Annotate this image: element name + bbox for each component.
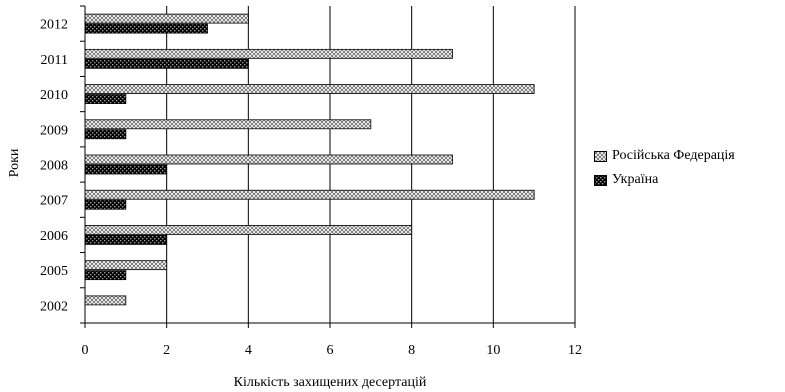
y-tick-label-2005: 2005 (40, 264, 68, 279)
y-tick-label-2012: 2012 (40, 18, 68, 33)
bars (84, 13, 535, 306)
bar-russian-federation-2007 (84, 189, 535, 200)
legend-swatch-ukraine (594, 174, 607, 186)
bar-ukraine-2006 (84, 235, 168, 245)
bar-russian-federation-2011 (84, 48, 453, 59)
y-tick-label-2009: 2009 (40, 123, 68, 138)
bar-russian-federation-2002 (84, 295, 127, 306)
y-tick-label-2008: 2008 (40, 159, 68, 174)
bar-russian-federation-2006 (84, 225, 413, 235)
y-tick-label-2011: 2011 (41, 53, 68, 68)
x-tick-label-2: 2 (163, 343, 170, 358)
y-tick-label-2006: 2006 (40, 229, 68, 244)
x-tick-label-0: 0 (82, 343, 89, 358)
gridlines (166, 6, 576, 323)
bar-ukraine-2005 (84, 270, 127, 281)
x-tick-label-6: 6 (327, 343, 334, 358)
y-tick-label-2002: 2002 (40, 299, 68, 314)
x-axis-title: Кількість захищених десертацій (234, 375, 427, 390)
x-tick-label-4: 4 (245, 343, 252, 358)
axes (80, 5, 576, 328)
bar-russian-federation-2005 (84, 260, 168, 271)
y-axis-title: Роки (7, 148, 22, 177)
bar-ukraine-2007 (84, 199, 127, 210)
legend: Російська Федерація Україна (594, 144, 735, 192)
bar-ukraine-2012 (84, 23, 208, 34)
legend-item-russian-federation: Російська Федерація (594, 144, 735, 168)
bar-ukraine-2008 (84, 164, 168, 175)
bar-russian-federation-2008 (84, 154, 453, 165)
legend-label-russian-federation: Російська Федерація (612, 148, 735, 163)
legend-swatch-russian-federation (594, 150, 607, 162)
x-tick-label-8: 8 (408, 343, 415, 358)
x-tick-label-10: 10 (486, 343, 500, 358)
y-tick-label-2007: 2007 (40, 194, 68, 209)
y-tick-label-2010: 2010 (40, 88, 68, 103)
tick-labels: 2002 2005 2006 2007 2008 2009 2010 2011 2012 0 2 4 6… (40, 18, 582, 358)
bar-ukraine-2011 (84, 58, 249, 69)
bar-russian-federation-2010 (84, 84, 535, 94)
legend-item-ukraine: Україна (594, 168, 735, 192)
bar-ukraine-2010 (84, 94, 127, 104)
bar-russian-federation-2009 (84, 119, 372, 130)
bar-ukraine-2009 (84, 129, 127, 140)
x-tick-label-12: 12 (568, 343, 582, 358)
legend-label-ukraine: Україна (612, 172, 659, 187)
bar-russian-federation-2012 (84, 13, 249, 24)
